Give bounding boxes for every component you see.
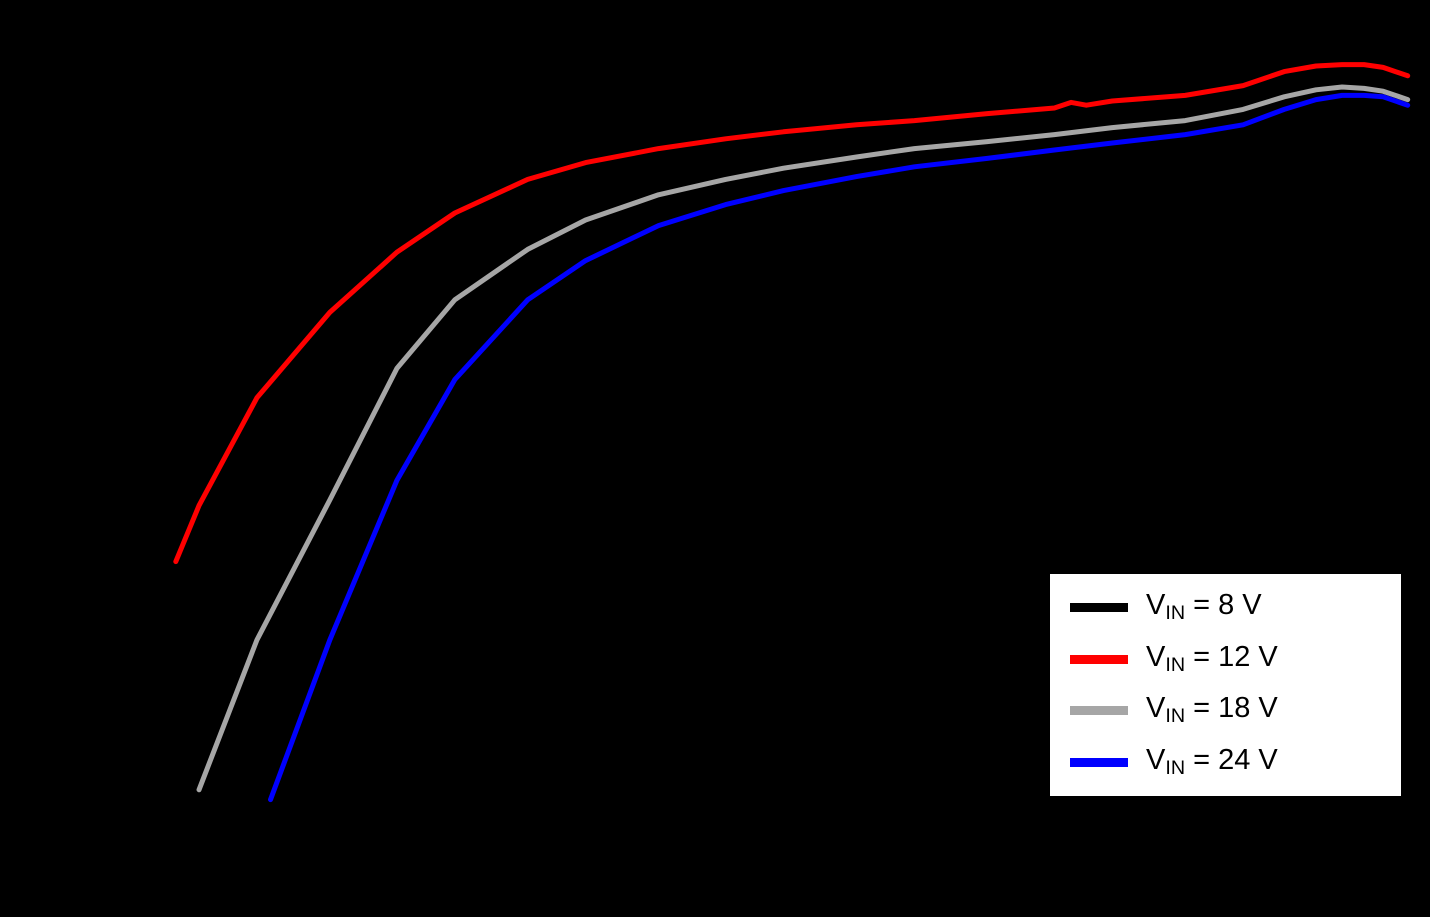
legend-label-prefix: V <box>1146 589 1166 622</box>
legend-label-suffix: = 18 V <box>1185 692 1278 725</box>
legend: VIN = 8 V VIN = 12 V VIN = 18 V VIN = 24… <box>1047 571 1404 799</box>
legend-label-prefix: V <box>1146 640 1166 673</box>
legend-label-vin-24: VIN = 24 V <box>1146 743 1278 779</box>
legend-label-vin-12: VIN = 12 V <box>1146 640 1278 676</box>
legend-label-vin-18: VIN = 18 V <box>1146 694 1278 727</box>
series-line-vin-18-v <box>196 84 1411 793</box>
series-line-vin-24-v <box>268 92 1411 803</box>
legend-label-subscript: IN <box>1165 653 1186 676</box>
legend-item-vin-18: VIN = 18 V <box>1070 694 1381 727</box>
legend-swatch-vin-12 <box>1070 654 1128 664</box>
legend-label-suffix: = 12 V <box>1185 640 1278 673</box>
legend-label-subscript: IN <box>1165 602 1186 625</box>
legend-label-prefix: V <box>1146 692 1166 725</box>
legend-label-vin-8: VIN = 8 V <box>1146 591 1262 624</box>
legend-swatch-vin-18 <box>1070 706 1128 716</box>
legend-label-subscript: IN <box>1165 756 1186 779</box>
series-line-vin-12-v <box>173 62 1411 565</box>
legend-item-vin-24: VIN = 24 V <box>1070 743 1381 779</box>
legend-label-subscript: IN <box>1165 705 1186 728</box>
legend-label-prefix: V <box>1146 743 1166 776</box>
legend-item-vin-12: VIN = 12 V <box>1070 640 1381 676</box>
legend-label-suffix: = 8 V <box>1185 589 1262 622</box>
legend-label-suffix: = 24 V <box>1185 743 1278 776</box>
series-line-vin-8-v <box>173 56 1411 545</box>
legend-item-vin-8: VIN = 8 V <box>1070 591 1381 624</box>
legend-swatch-vin-24 <box>1070 757 1128 767</box>
legend-swatch-vin-8 <box>1070 603 1128 613</box>
